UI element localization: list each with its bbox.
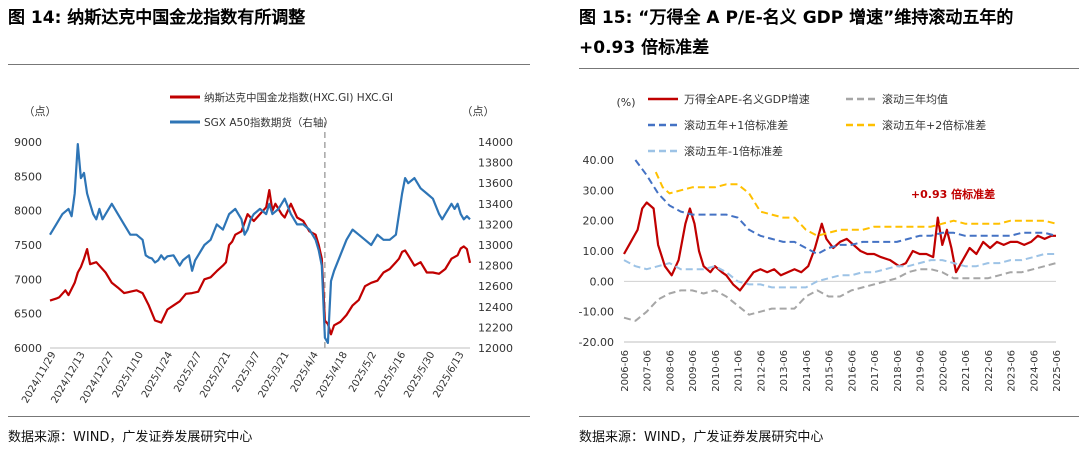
figure-15-bottom-rule — [579, 416, 1079, 417]
series-line-4 — [623, 253, 1056, 289]
series-line-hxc — [49, 189, 472, 336]
x-axis-tick-label: 2008-06 — [665, 350, 676, 392]
x-axis-tick-label: 2012-06 — [756, 350, 767, 392]
x-axis-tick-label: 2018-06 — [893, 350, 904, 392]
x-axis-tick-label: 2025/4/18 — [315, 350, 350, 400]
x-axis-tick-label: 2007-06 — [643, 350, 654, 392]
x-axis-tick-label: 2009-06 — [688, 350, 699, 392]
y-axis-tick-label: -10.00 — [579, 306, 614, 319]
figure-14-title: 图 14: 纳斯达克中国金龙指数有所调整 — [8, 8, 306, 28]
legend-label-2: 滚动五年+1倍标准差 — [684, 118, 788, 132]
x-axis-tick-label: 2011-06 — [734, 350, 745, 392]
y-axis-unit-label: (%) — [616, 96, 635, 109]
right-axis-tick-label: 12800 — [478, 260, 513, 273]
legend-label-1: 滚动三年均值 — [882, 92, 948, 106]
figure-15-title: 图 15: “万得全 A P/E-名义 GDP 增速”维持滚动五年的+0.93 … — [579, 8, 1014, 58]
y-axis-tick-label: -20.00 — [579, 336, 614, 349]
x-axis-tick-label: 2013-06 — [779, 350, 790, 392]
left-axis-unit-label: （点） — [24, 105, 57, 118]
figure-15-top-rule — [579, 68, 1079, 69]
left-axis-tick-label: 9000 — [14, 136, 42, 149]
x-axis-tick-label: 2006-06 — [620, 350, 631, 392]
figure-15-chart: -20.00 -10.00 0.00 10.00 20.00 30.00 40.00 (%) 2… — [579, 92, 1063, 392]
right-axis-tick-label: 13600 — [478, 177, 513, 190]
std-annotation: +0.93 倍标准差 — [911, 187, 995, 201]
y-axis-tick-label: 10.00 — [583, 245, 615, 258]
x-axis-tick-label: 2025-06 — [1052, 350, 1063, 392]
y-axis-tick-label: 0.00 — [590, 275, 615, 288]
series-line-2 — [634, 159, 1057, 255]
right-axis-tick-label: 12200 — [478, 321, 513, 334]
left-axis-tick-label: 7500 — [14, 239, 42, 252]
x-axis-tick-label: 2015-06 — [825, 350, 836, 392]
x-axis-tick-label: 2020-06 — [938, 350, 949, 392]
x-axis-tick-label: 2021-06 — [961, 350, 972, 392]
x-axis-tick-label: 2022-06 — [984, 350, 995, 392]
x-axis-tick-label: 2017-06 — [870, 350, 881, 392]
series-line-3 — [654, 171, 1057, 237]
right-axis-tick-label: 13000 — [478, 239, 513, 252]
figure-14-top-rule — [8, 64, 530, 65]
left-axis-tick-label: 6000 — [14, 342, 42, 355]
figure-14-chart: 6000 6500 7000 7500 8000 8500 9000 12000 12200 12… — [14, 91, 513, 405]
x-axis-tick-label: 2025/5/2 — [347, 350, 379, 394]
right-axis-unit-label: （点） — [462, 105, 495, 118]
legend-label-4: 滚动五年-1倍标准差 — [684, 144, 783, 158]
x-axis-tick-label: 2025/4/4 — [289, 350, 321, 394]
x-axis-tick-label: 2025/2/21 — [198, 350, 233, 400]
right-axis-tick-label: 13400 — [478, 198, 513, 211]
x-axis-tick-label: 2014-06 — [802, 350, 813, 392]
legend-label-sgx-a50: SGX A50指数期货（右轴） — [204, 116, 334, 129]
left-axis-tick-label: 6500 — [14, 308, 42, 321]
x-axis-tick-label: 2025/6/13 — [431, 350, 466, 400]
x-axis-tick-label: 2025/3/21 — [257, 350, 292, 400]
left-axis-tick-label: 8500 — [14, 170, 42, 183]
figure-15-source: 数据来源：WIND，广发证券发展研究中心 — [579, 430, 824, 445]
x-axis-tick-label: 2025/3/7 — [231, 350, 263, 394]
right-axis-tick-label: 13800 — [478, 157, 513, 170]
y-axis-tick-label: 40.00 — [583, 154, 615, 167]
x-axis-tick-label: 2016-06 — [847, 350, 858, 392]
series-line-1 — [623, 262, 1057, 322]
left-axis-tick-label: 7000 — [14, 273, 42, 286]
legend-label-3: 滚动五年+2倍标准差 — [882, 118, 986, 132]
right-axis-tick-label: 12000 — [478, 342, 513, 355]
x-axis-tick-label: 2019-06 — [916, 350, 927, 392]
y-axis-tick-label: 30.00 — [583, 184, 615, 197]
x-axis-tick-label: 2025/1/24 — [140, 350, 175, 400]
right-axis-tick-label: 12600 — [478, 280, 513, 293]
figure-14-bottom-rule — [8, 416, 530, 417]
figure-14-panel: 图 14: 纳斯达克中国金龙指数有所调整 6000 6500 7000 7500 800… — [0, 0, 530, 454]
x-axis-tick-label: 2024-06 — [1029, 350, 1040, 392]
y-axis-tick-label: 20.00 — [583, 215, 615, 228]
figure-15-panel: 图 15: “万得全 A P/E-名义 GDP 增速”维持滚动五年的+0.93 … — [556, 0, 1080, 454]
x-axis-tick-label: 2023-06 — [1007, 350, 1018, 392]
series-line-sgx-a50 — [49, 143, 471, 344]
legend-label-hxc: 纳斯达克中国金龙指数(HXC.GI) HXC.GI — [204, 91, 393, 104]
x-axis-tick-label: 2010-06 — [711, 350, 722, 392]
x-axis-tick-label: 2025/2/7 — [172, 350, 204, 394]
left-axis-tick-label: 8000 — [14, 205, 42, 218]
right-axis-tick-label: 12400 — [478, 301, 513, 314]
right-axis-tick-label: 14000 — [478, 136, 513, 149]
right-axis-tick-label: 13200 — [478, 218, 513, 231]
legend-label-0: 万得全APE-名义GDP增速 — [684, 92, 810, 106]
figure-14-source: 数据来源：WIND，广发证券发展研究中心 — [8, 430, 253, 445]
